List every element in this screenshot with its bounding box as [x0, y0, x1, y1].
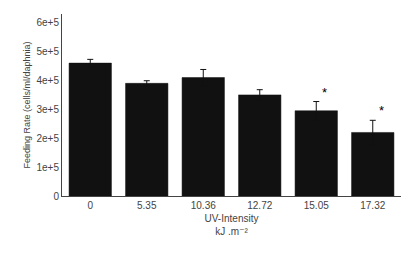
svg-text:0: 0	[53, 191, 59, 202]
svg-text:Feeding Rate (cells/ml/daphnia: Feeding Rate (cells/ml/daphnia)	[22, 41, 32, 168]
svg-text:17.32: 17.32	[360, 200, 385, 211]
svg-text:2e+5: 2e+5	[36, 133, 59, 144]
svg-text:*: *	[322, 85, 327, 100]
svg-text:15.05: 15.05	[304, 200, 329, 211]
svg-text:4e+5: 4e+5	[36, 75, 59, 86]
svg-text:*: *	[379, 103, 384, 118]
svg-text:12.72: 12.72	[247, 200, 272, 211]
svg-text:1e+5: 1e+5	[36, 162, 59, 173]
svg-text:5e+5: 5e+5	[36, 46, 59, 57]
svg-text:6e+5: 6e+5	[36, 17, 59, 28]
svg-text:3e+5: 3e+5	[36, 104, 59, 115]
svg-text:10.36: 10.36	[191, 200, 216, 211]
svg-text:5.35: 5.35	[137, 200, 157, 211]
svg-text:0: 0	[87, 200, 93, 211]
svg-text:UV-IntensitykJ .m⁻²: UV-IntensitykJ .m⁻²	[205, 213, 259, 237]
